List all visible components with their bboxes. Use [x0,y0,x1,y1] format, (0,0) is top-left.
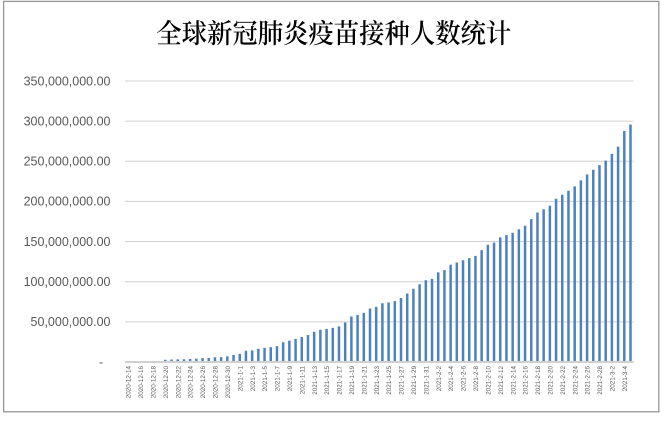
svg-text:300,000,000.00: 300,000,000.00 [24,114,111,128]
svg-text:2021-2-12: 2021-2-12 [498,366,505,395]
svg-text:2021-2-26: 2021-2-26 [585,366,592,395]
svg-text:2021-1-5: 2021-1-5 [262,366,269,392]
svg-text:2020-12-24: 2020-12-24 [188,366,195,399]
svg-text:2021-2-16: 2021-2-16 [523,366,530,395]
svg-text:50,000,000.00: 50,000,000.00 [31,315,111,329]
svg-text:2021-2-6: 2021-2-6 [461,366,468,392]
svg-text:2021-2-22: 2021-2-22 [560,366,567,395]
svg-text:200,000,000.00: 200,000,000.00 [24,195,111,209]
svg-text:2021-1-9: 2021-1-9 [287,366,294,392]
svg-text:2021-1-17: 2021-1-17 [337,366,344,395]
svg-text:150,000,000.00: 150,000,000.00 [24,235,111,249]
svg-text:2021-1-19: 2021-1-19 [349,366,356,395]
svg-text:2021-3-2: 2021-3-2 [609,366,616,392]
svg-text:2021-1-11: 2021-1-11 [299,366,306,395]
svg-text:2021-1-13: 2021-1-13 [312,366,319,395]
svg-text:2020-12-22: 2020-12-22 [175,366,182,399]
svg-text:250,000,000.00: 250,000,000.00 [24,155,111,169]
svg-text:2021-2-8: 2021-2-8 [473,366,480,392]
svg-text:2021-1-25: 2021-1-25 [386,366,393,395]
svg-text:2021-1-31: 2021-1-31 [423,366,430,395]
svg-text:2021-3-4: 2021-3-4 [622,366,629,392]
svg-text:2020-12-16: 2020-12-16 [138,366,145,399]
svg-text:2020-12-20: 2020-12-20 [163,366,170,399]
svg-text:2021-1-1: 2021-1-1 [237,366,244,392]
svg-text:2021-2-4: 2021-2-4 [448,366,455,392]
svg-text:2020-12-18: 2020-12-18 [151,366,158,399]
svg-text:2021-1-27: 2021-1-27 [399,366,406,395]
svg-text:2021-2-24: 2021-2-24 [572,366,579,395]
svg-text:2021-2-20: 2021-2-20 [547,366,554,395]
svg-text:2021-2-14: 2021-2-14 [510,366,517,395]
svg-text:2021-2-10: 2021-2-10 [485,366,492,395]
svg-text:100,000,000.00: 100,000,000.00 [24,275,111,289]
svg-text:2020-12-28: 2020-12-28 [213,366,220,399]
svg-text:2021-1-23: 2021-1-23 [374,366,381,395]
svg-text:2021-1-3: 2021-1-3 [250,366,257,392]
svg-text:2021-2-18: 2021-2-18 [535,366,542,395]
svg-text:2021-1-21: 2021-1-21 [361,366,368,395]
svg-text:2020-12-14: 2020-12-14 [126,366,133,399]
svg-text:-: - [99,355,103,369]
svg-text:2021-2-2: 2021-2-2 [436,366,443,392]
svg-text:2021-1-29: 2021-1-29 [411,366,418,395]
svg-text:350,000,000.00: 350,000,000.00 [24,74,111,88]
svg-text:2020-12-30: 2020-12-30 [225,366,232,399]
svg-text:2020-12-26: 2020-12-26 [200,366,207,399]
svg-text:2021-2-28: 2021-2-28 [597,366,604,395]
svg-text:2021-1-7: 2021-1-7 [275,366,282,392]
svg-text:2021-1-15: 2021-1-15 [324,366,331,395]
